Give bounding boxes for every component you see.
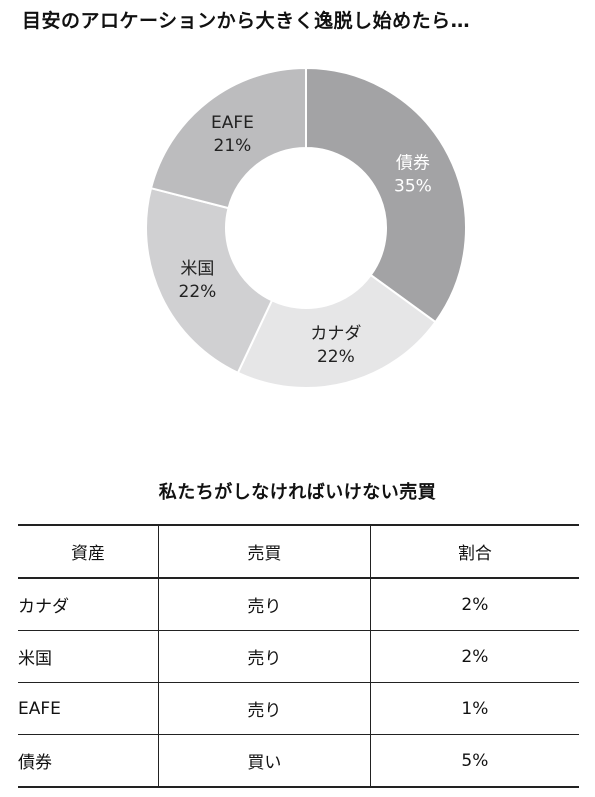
cell-trade: 売り — [158, 578, 371, 631]
donut-slice — [145, 186, 274, 375]
donut-slice — [236, 273, 437, 389]
table-row: 債券 買い 5% — [18, 734, 579, 788]
slice-label: EAFE — [211, 113, 254, 133]
donut-slice — [305, 66, 467, 324]
donut-chart: 債券 35% カナダ 22% 米国 22% EAFE 21% — [145, 66, 467, 389]
cell-pct: 2% — [369, 630, 579, 683]
table-title: 私たちがしなければいけない売買 — [158, 482, 437, 503]
table-row: 米国 売り 2% — [18, 630, 579, 683]
header-asset: 資産 — [18, 525, 159, 579]
cell-pct: 2% — [369, 578, 579, 631]
table-row: EAFE 売り 1% — [18, 682, 579, 735]
header-trade: 売買 — [158, 525, 371, 579]
cell-asset: EAFE — [18, 682, 159, 735]
trades-table: 資産 売買 割合 カナダ 売り 2% 米国 売り 2% EAFE 売り 1% 債… — [18, 524, 579, 788]
slice-value-label: 22% — [179, 282, 217, 302]
cell-trade: 買い — [158, 734, 371, 788]
slice-value-label: 21% — [214, 136, 252, 156]
cell-asset: 債券 — [18, 734, 159, 788]
cell-trade: 売り — [158, 630, 371, 683]
slice-value-label: 35% — [394, 177, 432, 197]
cell-pct: 5% — [369, 734, 579, 788]
slice-label: 債券 — [396, 154, 430, 174]
cell-asset: 米国 — [18, 630, 159, 683]
slice-value-label: 22% — [317, 347, 355, 367]
cell-asset: カナダ — [18, 578, 159, 631]
cell-trade: 売り — [158, 682, 371, 735]
header-pct: 割合 — [369, 525, 579, 579]
table-header-row: 資産 売買 割合 — [18, 525, 579, 579]
donut-slice — [149, 66, 307, 210]
page-title: 目安のアロケーションから大きく逸脱し始めたら… — [22, 10, 471, 32]
slice-label: 米国 — [180, 259, 214, 279]
slice-label: カナダ — [310, 324, 361, 344]
cell-pct: 1% — [369, 682, 579, 735]
table-row: カナダ 売り 2% — [18, 578, 579, 631]
